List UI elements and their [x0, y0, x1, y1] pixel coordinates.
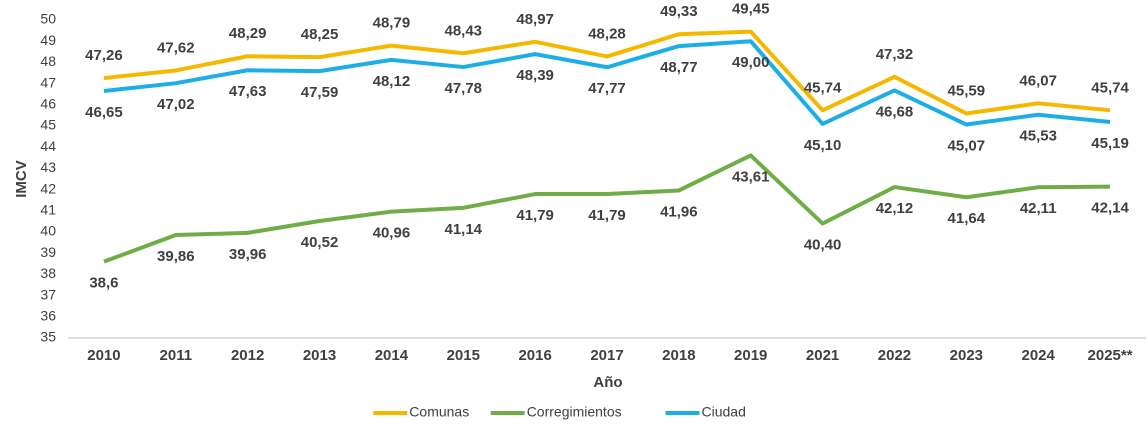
- y-tick-label: 46: [40, 96, 56, 112]
- data-label: 41,14: [444, 221, 482, 238]
- data-label: 46,65: [85, 104, 123, 121]
- y-tick-label: 48: [40, 53, 56, 69]
- data-label: 45,59: [948, 82, 986, 99]
- legend-label: Comunas: [409, 404, 469, 420]
- y-tick-label: 39: [40, 244, 56, 260]
- data-label: 42,12: [876, 200, 914, 217]
- x-tick-label: 2021: [806, 347, 839, 364]
- x-tick-label: 2011: [160, 347, 193, 364]
- data-label: 47,02: [157, 96, 195, 113]
- x-tick-label: 2016: [518, 347, 551, 364]
- data-label: 45,74: [804, 79, 842, 96]
- data-label: 49,33: [660, 3, 698, 20]
- data-label: 42,11: [1020, 200, 1057, 217]
- x-tick-label: 2010: [87, 347, 120, 364]
- y-tick-label: 41: [40, 202, 56, 218]
- y-tick-label: 49: [40, 32, 56, 48]
- data-label: 48,43: [444, 22, 482, 39]
- data-label: 39,96: [229, 246, 267, 263]
- x-tick-label: 2022: [878, 347, 911, 364]
- data-label: 48,79: [373, 15, 411, 32]
- data-label: 39,86: [157, 248, 195, 265]
- data-label: 45,53: [1019, 128, 1057, 145]
- data-label: 48,39: [516, 67, 554, 84]
- data-label: 48,77: [660, 59, 698, 76]
- y-tick-label: 43: [40, 159, 56, 175]
- data-label: 40,96: [373, 225, 411, 242]
- data-label: 45,07: [948, 137, 986, 154]
- legend-label: Corregimientos: [527, 404, 622, 420]
- y-tick-label: 50: [40, 11, 56, 27]
- data-label: 47,78: [444, 80, 482, 97]
- x-axis-label: Año: [593, 374, 622, 391]
- x-tick-label: 2014: [375, 347, 409, 364]
- x-tick-label: 2024: [1022, 347, 1056, 364]
- x-tick-label: 2018: [662, 347, 695, 364]
- data-label: 45,74: [1091, 79, 1129, 96]
- legend-label: Ciudad: [702, 404, 746, 420]
- data-label: 47,63: [229, 83, 267, 100]
- data-label: 40,52: [301, 234, 339, 251]
- y-tick-label: 44: [40, 138, 56, 154]
- data-label: 42,14: [1091, 200, 1129, 217]
- x-tick-label: 2025**: [1088, 347, 1133, 364]
- series-line: [103, 39, 1111, 127]
- series-line: [103, 29, 1111, 116]
- data-label: 43,61: [732, 168, 770, 185]
- data-label: 41,79: [516, 207, 554, 224]
- data-label: 41,79: [588, 207, 626, 224]
- y-tick-label: 36: [40, 308, 56, 324]
- data-label: 47,62: [157, 39, 195, 56]
- data-label: 41,64: [948, 210, 986, 227]
- data-label: 46,68: [876, 103, 914, 120]
- x-tick-label: 2015: [447, 347, 480, 364]
- data-label: 46,07: [1019, 72, 1057, 89]
- y-tick-label: 45: [40, 117, 56, 133]
- x-tick-label: 2012: [231, 347, 264, 364]
- data-label: 38,6: [89, 275, 118, 292]
- data-label: 47,77: [588, 80, 626, 97]
- y-tick-label: 40: [40, 223, 56, 239]
- data-label: 45,19: [1091, 135, 1129, 152]
- data-label: 48,29: [229, 25, 267, 42]
- data-label: 41,96: [660, 203, 698, 220]
- data-label: 47,26: [85, 47, 123, 64]
- y-tick-label: 42: [40, 180, 56, 196]
- y-tick-label: 47: [40, 74, 56, 90]
- data-label: 47,59: [301, 84, 339, 101]
- data-label: 48,28: [588, 25, 626, 42]
- data-label: 48,12: [373, 73, 411, 90]
- x-tick-label: 2023: [950, 347, 983, 364]
- data-label: 40,40: [804, 236, 842, 253]
- x-tick-label: 2017: [590, 347, 623, 364]
- y-tick-label: 35: [40, 329, 56, 345]
- data-label: 47,32: [876, 46, 914, 63]
- x-tick-label: 2019: [734, 347, 767, 364]
- data-label: 49,45: [732, 1, 770, 18]
- data-label: 45,10: [804, 137, 842, 154]
- data-label: 49,00: [732, 54, 770, 71]
- y-axis-label: IMCV: [13, 160, 30, 198]
- y-tick-label: 38: [40, 265, 56, 281]
- y-tick-label: 37: [40, 286, 56, 302]
- x-tick-label: 2013: [303, 347, 336, 364]
- data-label: 48,25: [301, 26, 339, 43]
- data-label: 48,97: [516, 11, 554, 28]
- series-line: [103, 153, 1111, 264]
